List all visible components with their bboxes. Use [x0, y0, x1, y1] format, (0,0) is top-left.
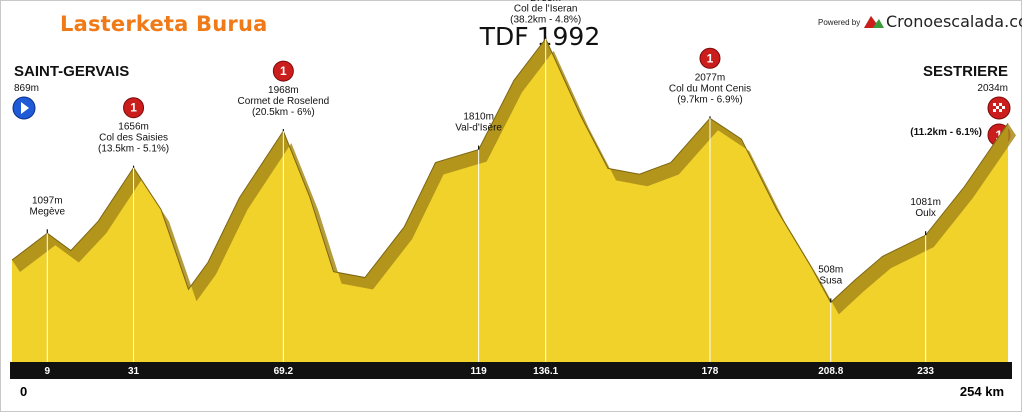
waypoint-label: Cormet de Roselend: [237, 96, 329, 107]
distance-tick-label: 178: [702, 366, 719, 377]
distance-tick-label: 69.2: [274, 366, 294, 377]
finish-climb-summary: (11.2km - 6.1%): [910, 127, 982, 138]
waypoint-label: (20.5km - 6%): [252, 107, 315, 118]
waypoint-label: Col des Saisies: [99, 133, 168, 144]
distance-tick-label: 31: [128, 366, 140, 377]
distance-tick-label: 9: [45, 366, 51, 377]
start-altitude: 869m: [14, 83, 40, 94]
axis-start-label: 0: [20, 384, 28, 399]
finish-category-label: 1: [995, 128, 1002, 143]
waypoint-label: 1656m: [118, 122, 149, 133]
waypoint-label: Val-d'Isère: [455, 123, 502, 134]
start-arrow-icon: [12, 96, 36, 120]
waypoint-label: 508m: [818, 264, 843, 275]
finish-location-name: SESTRIERE: [922, 63, 1008, 80]
waypoint-label: 1968m: [268, 85, 299, 96]
waypoint-label: Oulx: [915, 208, 936, 219]
distance-axis-bar: [10, 362, 1012, 379]
axis-end-label: 254 km: [959, 384, 1004, 399]
waypoint-label: 1810m: [463, 112, 494, 123]
waypoint-label: (13.5km - 5.1%): [98, 144, 169, 155]
distance-tick-label: 136.1: [533, 366, 558, 377]
profile-line: [11, 37, 1009, 304]
waypoint-label: 1081m: [910, 197, 941, 208]
climb-category-label: 1: [130, 101, 137, 115]
climb-category-badge-icon: [123, 97, 145, 119]
provider-name: Cronoescalada.com: [886, 12, 1022, 31]
distance-tick-label: 119: [471, 366, 488, 377]
climb-category-label: 1: [707, 51, 714, 65]
finish-altitude: 2034m: [977, 83, 1008, 94]
waypoint-label: Megève: [30, 206, 66, 217]
profile-area: [12, 38, 1008, 362]
distance-tick-label: 233: [917, 366, 934, 377]
waypoint-label: 2077m: [695, 72, 726, 83]
powered-by-text: Powered by: [818, 18, 861, 27]
waypoint-label: Col de l'Iseran: [514, 4, 578, 15]
waypoint-label: (9.7km - 6.9%): [677, 94, 743, 105]
waypoint-label: (38.2km - 4.8%): [510, 15, 581, 26]
profile-shadow-band: [12, 38, 1016, 315]
climb-category-badge-icon: [272, 60, 294, 82]
brand-logo-text: Lasterketa Burua: [60, 12, 268, 36]
climb-category-badge-icon: [699, 47, 721, 69]
finish-flag-icon: [987, 96, 1011, 120]
waypoint-label: Col du Mont Cenis: [669, 83, 751, 94]
distance-tick-label: 208.8: [818, 366, 843, 377]
waypoint-label: Susa: [819, 275, 842, 286]
start-location-name: SAINT-GERVAIS: [14, 63, 130, 80]
waypoint-label: 1097m: [32, 195, 63, 206]
climb-category-label: 1: [280, 64, 287, 78]
waypoint-label: 2755m: [530, 0, 561, 4]
mountain-logo-icon: [864, 16, 884, 28]
